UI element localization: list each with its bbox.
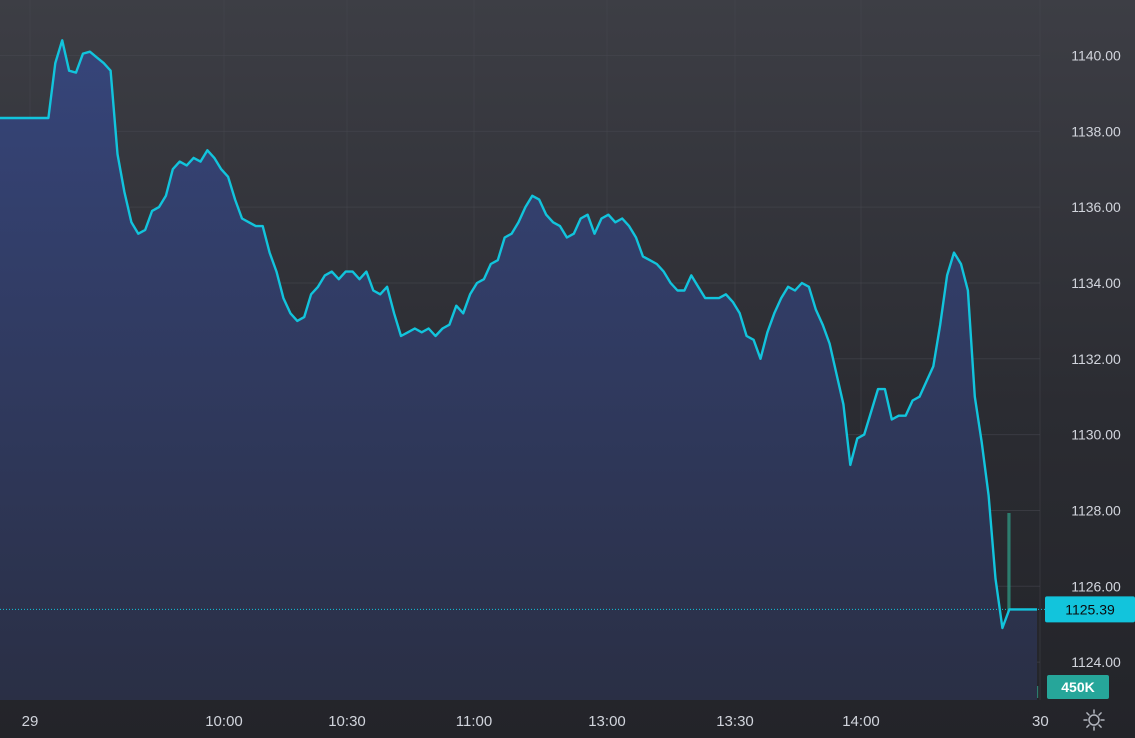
y-tick-label: 1130.00 [1071,427,1121,443]
current-price-label: 1125.39 [1065,601,1115,617]
x-tick-label: 11:00 [456,713,492,730]
y-tick-label: 1138.00 [1071,123,1121,139]
x-tick-label: 13:30 [716,713,754,730]
x-tick-label: 10:30 [328,713,366,730]
price-area [0,40,1037,701]
x-tick-label: 10:00 [205,713,243,730]
gear-icon[interactable] [1082,708,1106,732]
price-line [0,39,1037,630]
y-tick-label: 1134.00 [1071,275,1121,291]
y-tick-label: 1136.00 [1071,199,1121,215]
volume-label: 450K [1061,679,1094,695]
y-tick-label: 1140.00 [1071,47,1121,63]
volume-bar [1007,513,1011,698]
y-tick-label: 1132.00 [1071,351,1121,367]
current-price-badge: 1125.39 [1045,596,1135,623]
x-axis: 29 10:00 10:30 11:00 13:00 13:30 14:00 30 [22,713,1049,730]
x-tick-label: 29 [22,713,39,730]
y-tick-label: 1128.00 [1071,502,1121,518]
x-tick-label: 13:00 [588,713,626,730]
x-tick-label: 14:00 [842,713,880,730]
y-tick-label: 1126.00 [1071,578,1121,594]
y-tick-label: 1124.00 [1071,654,1121,670]
x-tick-label: 30 [1032,713,1049,730]
y-axis: 1140.00 1138.00 1136.00 1134.00 1132.00 1130.… [1071,47,1121,670]
volume-badge: 450K [1047,675,1109,699]
